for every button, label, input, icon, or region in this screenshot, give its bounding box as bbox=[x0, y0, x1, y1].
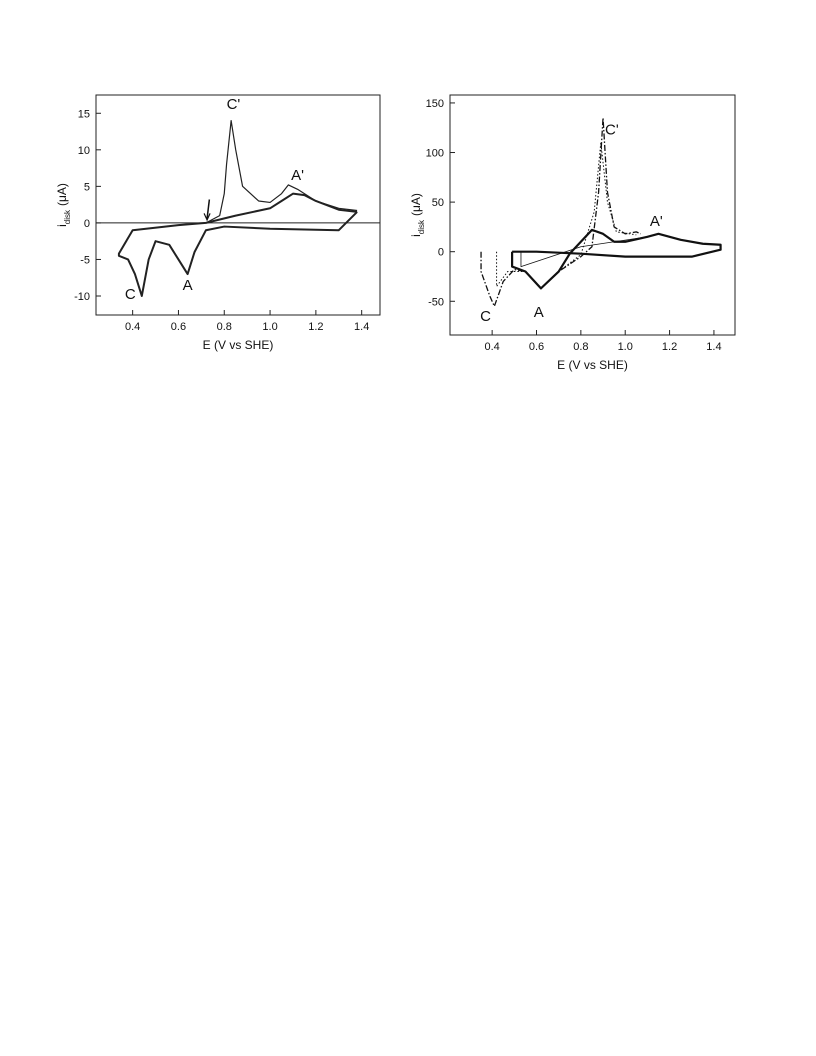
data-line bbox=[520, 236, 648, 267]
annotation: A' bbox=[650, 213, 663, 230]
x-axis-title: E (V vs SHE) bbox=[203, 338, 274, 352]
annotation: A' bbox=[291, 167, 304, 184]
x-tick-label: 1.0 bbox=[262, 321, 277, 333]
annotation: C' bbox=[227, 96, 241, 113]
arrow-head bbox=[203, 213, 211, 222]
annotation: C' bbox=[605, 122, 619, 139]
annotation: C bbox=[125, 286, 136, 303]
x-tick-label: 1.2 bbox=[662, 341, 677, 353]
x-tick-label: 1.4 bbox=[706, 341, 721, 353]
y-axis-subscript: disk bbox=[417, 219, 426, 234]
y-tick-label: -10 bbox=[74, 291, 90, 303]
y-tick-label: 0 bbox=[84, 218, 90, 230]
annotation: A bbox=[534, 304, 544, 321]
y-tick-label: 100 bbox=[426, 148, 444, 160]
chart: 0.4 0.6 0.8 1.0 1.2 1.4 150 100 50 0 -50 C' A' C A E (V… bbox=[409, 94, 736, 372]
y-tick-label: 15 bbox=[78, 108, 90, 120]
y-tick-label: -5 bbox=[80, 254, 90, 266]
y-tick-label: -50 bbox=[428, 296, 444, 308]
annotation: A bbox=[183, 277, 193, 294]
x-axis-title: E (V vs SHE) bbox=[557, 358, 628, 372]
y-tick-label: 5 bbox=[84, 181, 90, 193]
x-tick-label: 0.4 bbox=[125, 321, 140, 333]
y-tick-label: 10 bbox=[78, 145, 90, 157]
y-tick-label: 0 bbox=[438, 247, 444, 259]
x-tick-label: 1.0 bbox=[618, 341, 633, 353]
x-tick-label: 0.8 bbox=[217, 321, 232, 333]
y-axis-title: idisk (μA) bbox=[55, 183, 72, 227]
y-axis-title: idisk (μA) bbox=[409, 193, 426, 237]
x-tick-label: 1.4 bbox=[354, 321, 369, 333]
annotation: C bbox=[480, 308, 491, 325]
plot-frame bbox=[95, 94, 381, 316]
y-tick-label: 50 bbox=[432, 197, 444, 209]
chart: 0.4 0.6 0.8 1.0 1.2 1.4 15 10 5 0 -5 -10 C' A' C A E (V … bbox=[55, 94, 381, 352]
x-tick-label: 0.8 bbox=[573, 341, 588, 353]
x-tick-label: 0.4 bbox=[484, 341, 499, 353]
data-line bbox=[117, 192, 358, 297]
arrow bbox=[206, 199, 211, 219]
x-tick-label: 0.6 bbox=[171, 321, 186, 333]
plot-frame bbox=[449, 94, 736, 336]
y-axis-subscript: disk bbox=[63, 209, 72, 224]
y-axis-unit: (μA) bbox=[55, 183, 69, 206]
y-axis-symbol: i bbox=[55, 224, 69, 227]
data-line bbox=[480, 117, 642, 307]
y-axis-unit: (μA) bbox=[409, 193, 423, 216]
data-line bbox=[205, 119, 358, 224]
data-line bbox=[496, 142, 637, 289]
y-axis-symbol: i bbox=[409, 234, 423, 237]
y-tick-label: 150 bbox=[426, 98, 444, 110]
x-tick-label: 1.2 bbox=[308, 321, 323, 333]
x-tick-label: 0.6 bbox=[529, 341, 544, 353]
